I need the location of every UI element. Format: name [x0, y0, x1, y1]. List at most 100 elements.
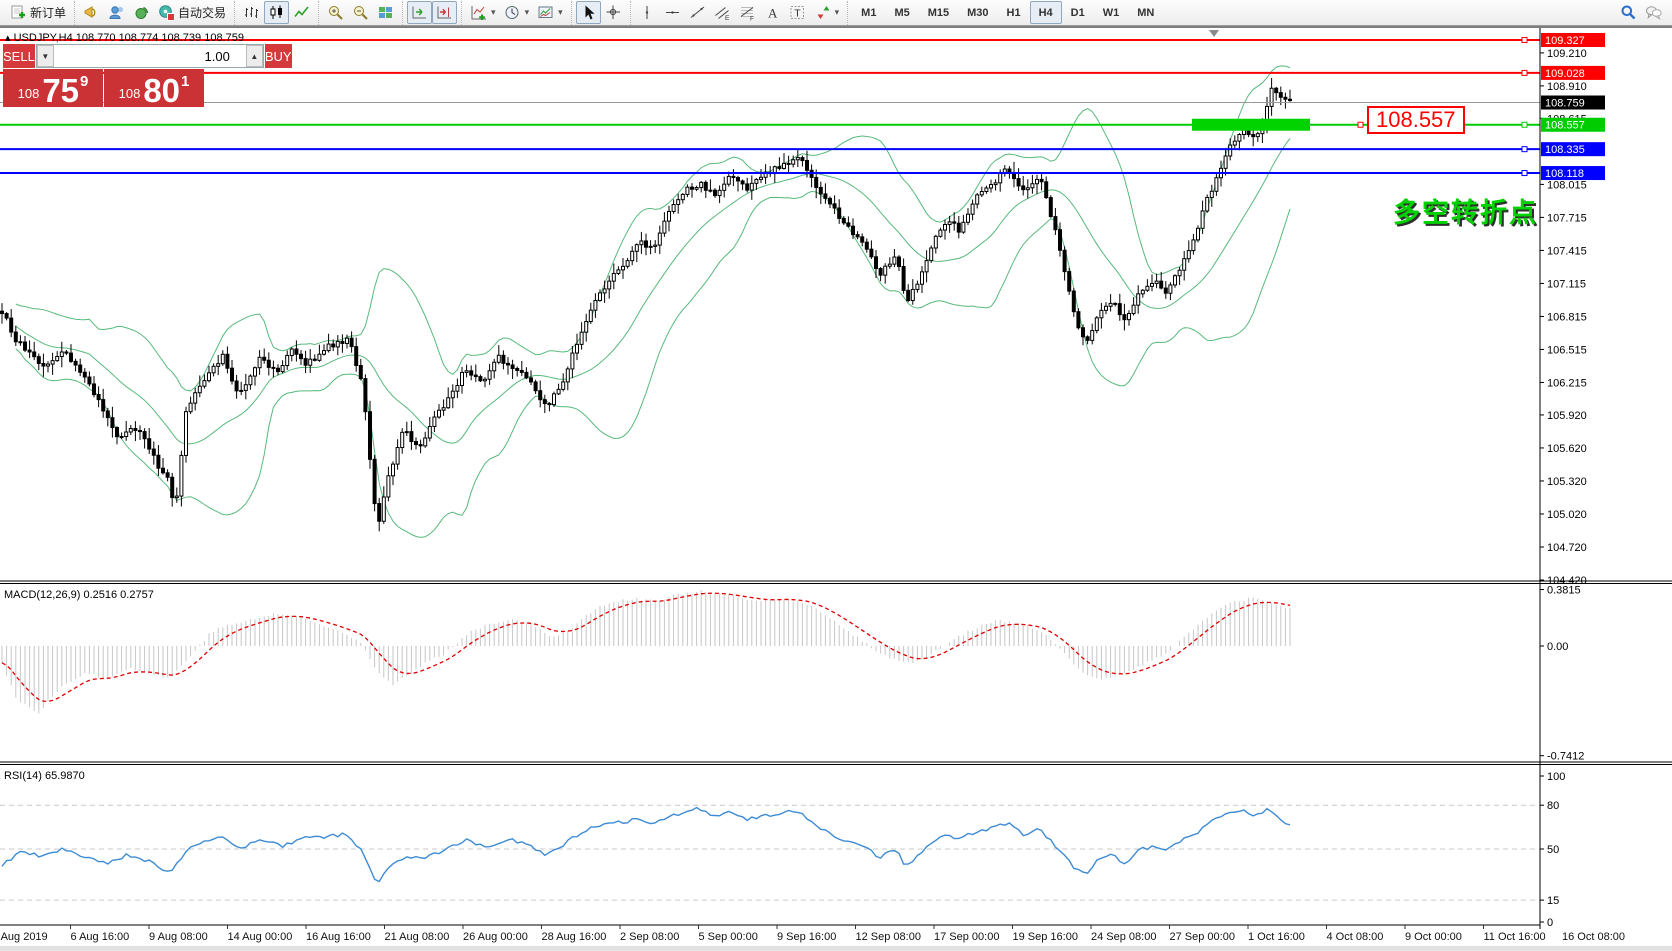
- volume-input[interactable]: [53, 45, 246, 67]
- svg-text:F: F: [750, 16, 754, 22]
- search-icon: [1620, 4, 1637, 21]
- zoom-in-icon: [327, 4, 344, 21]
- new-order-icon: [10, 4, 27, 21]
- hline-object-108.118[interactable]: [0, 170, 1540, 177]
- toolbar-group: E F A T ▾: [629, 0, 848, 25]
- price-tag-109.028: 109.028: [1541, 65, 1605, 80]
- indicators-button[interactable]: ▾: [466, 1, 500, 24]
- dropdown-arrow-icon[interactable]: ▾: [491, 7, 496, 17]
- axis-label: 108.015: [1547, 179, 1587, 191]
- tf-m30-button[interactable]: M30: [958, 1, 997, 24]
- fibonacci-button[interactable]: F: [735, 1, 760, 24]
- time-tick-label: 27 Sep 00:00: [1169, 931, 1235, 943]
- ticker-button[interactable]: [79, 1, 104, 24]
- indicators-icon: [470, 4, 487, 21]
- symbol-title: ▴ USDJPY,H4 108.770 108.774 108.739 108.…: [5, 31, 244, 44]
- axis-label: 109.327: [1545, 35, 1585, 47]
- highlight-rect-object[interactable]: [1192, 118, 1364, 131]
- volume-decrease-button[interactable]: ▼: [36, 45, 54, 67]
- toolbar-group: [234, 0, 318, 25]
- macd-signal-line: [1, 592, 1291, 702]
- tf-m30-label: M30: [967, 6, 989, 19]
- crosshair-button[interactable]: [601, 1, 626, 24]
- new-order-label: 新订单: [30, 6, 67, 20]
- horizontal-line-icon: [664, 4, 681, 21]
- time-tick-label: 6 Aug 16:00: [70, 931, 130, 943]
- tf-h1-button[interactable]: H1: [998, 1, 1030, 24]
- tf-m5-button[interactable]: M5: [885, 1, 918, 24]
- chart-bars-icon: [243, 4, 260, 21]
- arrows-icon: [814, 4, 831, 21]
- fibonacci-icon: F: [739, 4, 756, 21]
- price-axis: 109.210108.910108.615108.015107.715107.4…: [1540, 48, 1587, 587]
- sell-button[interactable]: SELL: [3, 44, 35, 68]
- buy-price-display[interactable]: 108 80 1: [104, 69, 204, 107]
- toolbar-group: [570, 0, 630, 25]
- dropdown-arrow-icon[interactable]: ▾: [524, 7, 530, 17]
- tf-mn-label: MN: [1137, 6, 1155, 19]
- axis-label: 108.910: [1547, 81, 1587, 93]
- time-tick-label: 1 Oct 16:00: [1248, 931, 1305, 943]
- bollinger-upper: [15, 65, 1291, 392]
- horizontal-line-button[interactable]: [660, 1, 685, 24]
- tile-windows-button[interactable]: [373, 1, 398, 24]
- hline-object-109.327[interactable]: [0, 37, 1540, 43]
- buy-button[interactable]: BUY: [264, 44, 292, 68]
- turning-point-annotation[interactable]: 多空转折点: [1393, 198, 1538, 228]
- axis-label: 108.759: [1545, 98, 1585, 110]
- cursor-button[interactable]: [575, 1, 601, 24]
- time-tick-label: 21 Aug 08:00: [384, 931, 450, 943]
- price-annotation-label[interactable]: 108.557: [1367, 106, 1465, 134]
- tf-d1-button[interactable]: D1: [1062, 1, 1094, 24]
- autotrade-button[interactable]: 自动交易: [154, 1, 230, 24]
- community-button[interactable]: [104, 1, 129, 24]
- price-tag-108.557: 108.557: [1541, 117, 1605, 132]
- chart-candles-button[interactable]: [264, 1, 290, 24]
- search-button[interactable]: [1616, 1, 1641, 24]
- chat-button[interactable]: [1641, 1, 1666, 24]
- tf-mn-button[interactable]: MN: [1128, 1, 1163, 24]
- text-label-icon: T: [789, 4, 806, 21]
- vertical-line-button[interactable]: [635, 1, 660, 24]
- dropdown-arrow-icon[interactable]: ▾: [558, 7, 563, 17]
- sell-price-display[interactable]: 108 75 9: [3, 69, 103, 107]
- tf-m1-button[interactable]: M1: [852, 1, 885, 24]
- volume-increase-button[interactable]: ▲: [245, 45, 263, 67]
- channel-button[interactable]: E: [710, 1, 735, 24]
- panel-frame: [0, 28, 1672, 929]
- periods-button[interactable]: ▾: [500, 1, 534, 24]
- tf-w1-button[interactable]: W1: [1094, 1, 1129, 24]
- hline-object-109.028[interactable]: [0, 69, 1540, 76]
- chart-shift-button[interactable]: [432, 1, 458, 24]
- svg-text:E: E: [725, 15, 730, 21]
- autotrade-label: 自动交易: [178, 6, 227, 20]
- zoom-in-button[interactable]: [323, 1, 348, 24]
- vertical-line-icon: [639, 4, 656, 21]
- time-tick-label: 16 Oct 08:00: [1562, 931, 1625, 943]
- tf-m1-label: M1: [861, 6, 877, 19]
- time-tick-label: 14 Aug 00:00: [227, 931, 293, 943]
- axis-label: 108.335: [1545, 144, 1585, 156]
- text-label-button[interactable]: T: [785, 1, 810, 24]
- chat-icon: [1645, 4, 1662, 21]
- templates-button[interactable]: ▾: [533, 1, 567, 24]
- axis-label: 80: [1547, 800, 1559, 812]
- tf-m15-button[interactable]: M15: [919, 1, 958, 24]
- chart-bars-button[interactable]: [239, 1, 264, 24]
- auto-scroll-button[interactable]: [407, 1, 433, 24]
- chart-line-button[interactable]: [289, 1, 314, 24]
- toolbar-group: 自动交易: [74, 0, 234, 25]
- text-button[interactable]: A: [760, 1, 785, 24]
- sell-price-pip: 9: [80, 73, 89, 90]
- trend-line-button[interactable]: [685, 1, 710, 24]
- axis-label: 105.620: [1547, 443, 1587, 455]
- arrows-button[interactable]: ▾: [810, 1, 844, 24]
- toolbar-group: 新订单: [2, 1, 74, 25]
- tf-h4-button[interactable]: H4: [1029, 1, 1062, 24]
- indicator-axis: 0.3815 0.00 -0.7412 100 80 50 15 0: [1540, 585, 1584, 929]
- dropdown-arrow-icon[interactable]: ▾: [834, 7, 840, 17]
- zoom-out-button[interactable]: [348, 1, 373, 24]
- signals-button[interactable]: [129, 1, 154, 24]
- hline-object-108.335[interactable]: [0, 146, 1540, 153]
- new-order-button[interactable]: 新订单: [6, 1, 70, 24]
